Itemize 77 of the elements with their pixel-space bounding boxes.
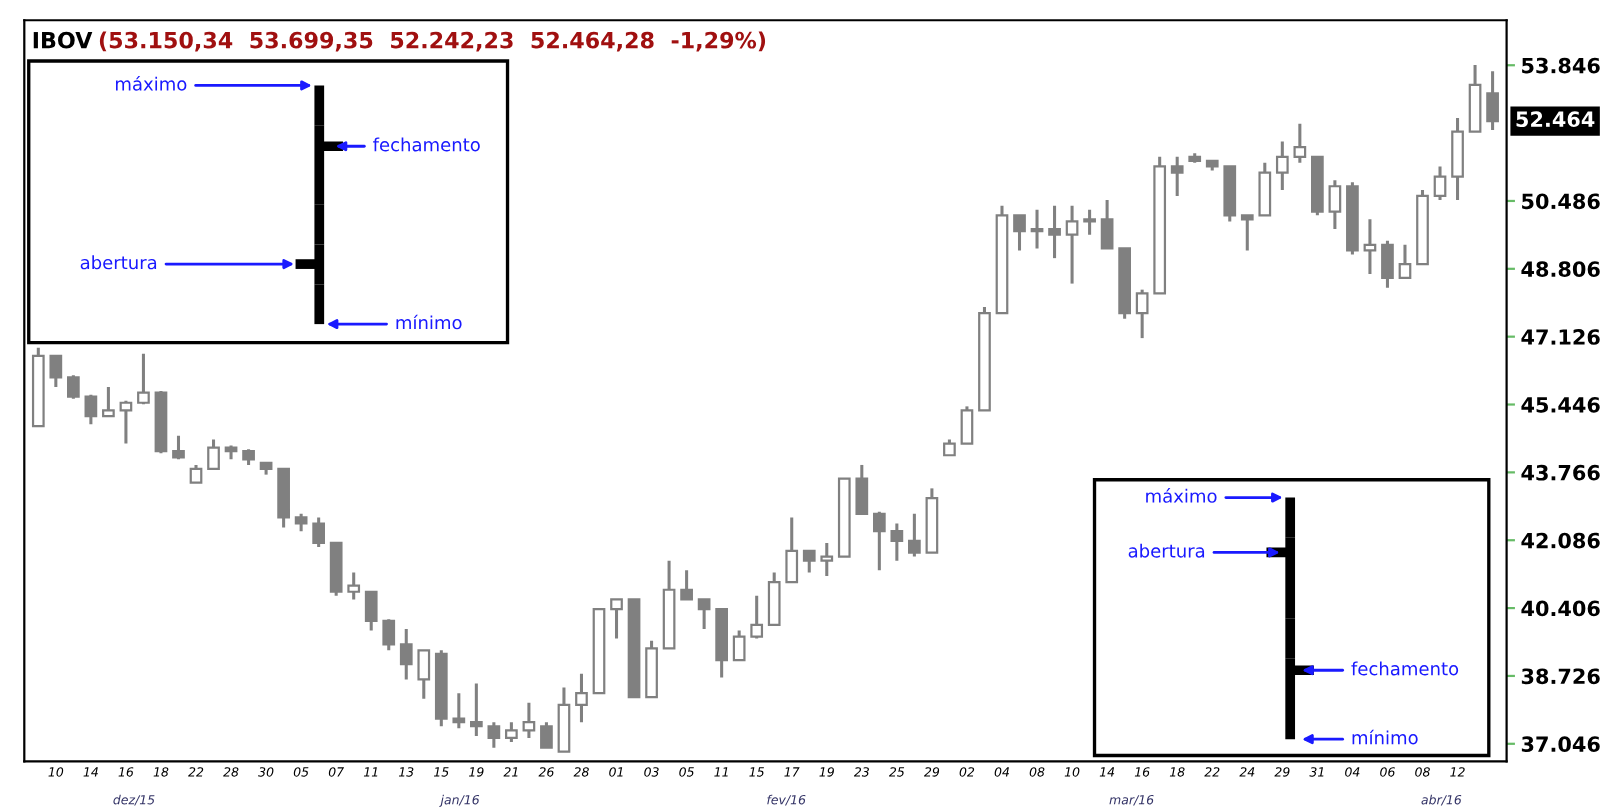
candlestick (820, 541, 834, 578)
candlestick (49, 354, 63, 389)
candlestick (855, 463, 869, 516)
y-tick-label: 53.846 (1522, 57, 1600, 74)
candlestick (382, 617, 396, 652)
candlestick (750, 594, 764, 641)
y-tick-label: 50.486 (1522, 193, 1600, 210)
candlestick (802, 549, 816, 574)
y-tick-label: 45.446 (1521, 396, 1600, 413)
candlestick (785, 515, 799, 584)
candlestick (1275, 139, 1289, 192)
candlestick (119, 399, 133, 446)
candlestick (1030, 208, 1044, 250)
annotation: abertura (1128, 543, 1205, 558)
candlestick (522, 701, 536, 740)
candlestick (1451, 116, 1464, 202)
candlestick (575, 672, 588, 724)
candlestick (1048, 204, 1061, 260)
candlestick (364, 590, 378, 633)
candlestick (908, 512, 921, 559)
candlestick (312, 515, 326, 549)
candlestick (1083, 208, 1096, 237)
candlestick (540, 720, 553, 750)
candlestick (1363, 217, 1377, 276)
candlestick (1135, 288, 1149, 340)
candlestick (505, 720, 518, 744)
chart-title: IBOV (33, 31, 93, 49)
candlestick (732, 629, 746, 662)
candlestick (1398, 243, 1412, 280)
candlestick (1065, 204, 1079, 286)
candlestick (1468, 63, 1482, 134)
y-tick-label: 43.766 (1521, 464, 1600, 481)
candlestick (137, 352, 150, 406)
annotation: máximo (116, 76, 187, 91)
annotation: mínimo (396, 314, 462, 330)
candlestick (767, 570, 781, 627)
y-tick-label: 38.726 (1521, 668, 1600, 685)
candlestick (1258, 161, 1272, 217)
y-tick-label: 47.126 (1521, 329, 1600, 345)
candlestick (172, 434, 185, 461)
candlestick (1013, 213, 1026, 252)
annotation: fechamento (373, 137, 480, 152)
candlestick (872, 510, 886, 572)
candlestick (399, 627, 413, 681)
candlestick (1240, 213, 1254, 252)
candlestick (697, 597, 711, 631)
y-tick-label: 37.046 (1521, 736, 1600, 752)
candlestick (557, 685, 571, 754)
candlestick (1486, 69, 1499, 132)
candlestick (960, 404, 974, 446)
candlestick (207, 437, 220, 471)
candlestick (347, 570, 361, 601)
candlestick (890, 521, 904, 563)
candlestick (102, 385, 115, 418)
candlestick (452, 691, 466, 730)
candlestick (680, 568, 693, 601)
annotation: máximo (1146, 488, 1217, 503)
candlestick (66, 373, 80, 401)
candlestick (487, 720, 501, 750)
candlestick (1293, 122, 1307, 165)
y-tick-label: 48.806 (1521, 261, 1600, 278)
candlestick (1170, 155, 1184, 198)
y-tick-label: 40.406 (1521, 600, 1600, 617)
candlestick (610, 597, 623, 641)
candlestick (1381, 239, 1394, 290)
annotation: fechamento (1351, 661, 1459, 676)
text: 52.464 (1516, 111, 1595, 128)
annotation: abertura (80, 255, 157, 270)
candlestick (1100, 198, 1114, 250)
annotation: mínimo (1352, 729, 1418, 745)
candlestick (469, 681, 483, 738)
candlestick (1328, 178, 1342, 231)
candlestick (84, 393, 98, 426)
candlestick (1433, 164, 1447, 202)
chart-subtitle: (53.150,34 53.699,35 52.242,23 52.464,28 -1,29%) (99, 31, 766, 52)
candlestick (417, 648, 431, 701)
y-tick-label: 42.086 (1521, 532, 1600, 549)
